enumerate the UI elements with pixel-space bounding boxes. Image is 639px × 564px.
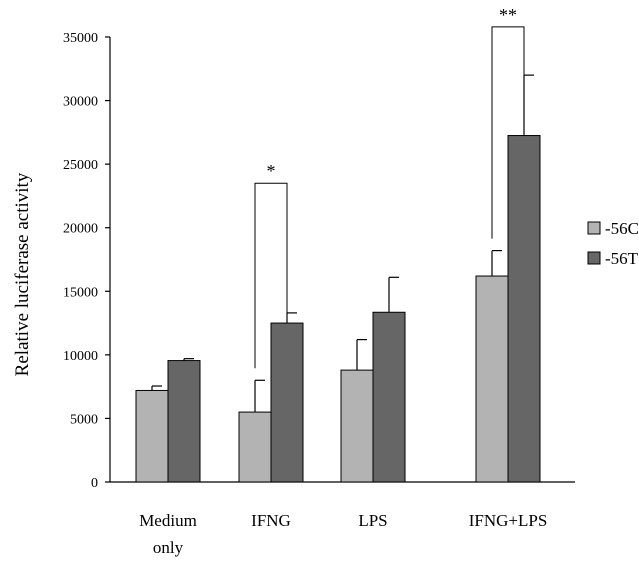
significance-bracket [254, 182, 288, 369]
bar-56T-2 [372, 311, 406, 483]
y-tick-label: 30000 [63, 95, 98, 110]
bar-56C-3 [475, 275, 509, 483]
significance-label: ** [499, 5, 517, 25]
legend-swatch [587, 221, 601, 235]
bar-56C-1 [238, 411, 272, 483]
y-tick-label: 0 [91, 476, 98, 491]
significance-label: * [267, 161, 276, 181]
y-tick-label: 5000 [70, 412, 98, 427]
significance-bracket [491, 26, 525, 239]
y-tick-label: 20000 [63, 222, 98, 237]
x-category-label: Medium [139, 511, 197, 530]
y-tick-label: 25000 [63, 158, 98, 173]
x-category-label: IFNG+LPS [469, 511, 548, 530]
legend-label: -56C [605, 219, 639, 238]
legend-swatch [587, 251, 601, 265]
y-axis-label: Relative luciferase activity [12, 172, 33, 376]
bar-56T-0 [167, 360, 201, 483]
x-category-label: IFNG [251, 511, 291, 530]
bar-56T-1 [270, 322, 304, 483]
y-tick-label: 10000 [63, 349, 98, 364]
x-category-label: LPS [358, 511, 387, 530]
bar-56C-0 [135, 389, 169, 483]
legend-label: -56T [605, 249, 639, 268]
y-tick-label: 35000 [63, 31, 98, 46]
y-tick-label: 15000 [63, 285, 98, 300]
x-category-label: only [153, 538, 184, 557]
bar-56T-3 [507, 135, 541, 483]
bar-56C-2 [340, 369, 374, 483]
